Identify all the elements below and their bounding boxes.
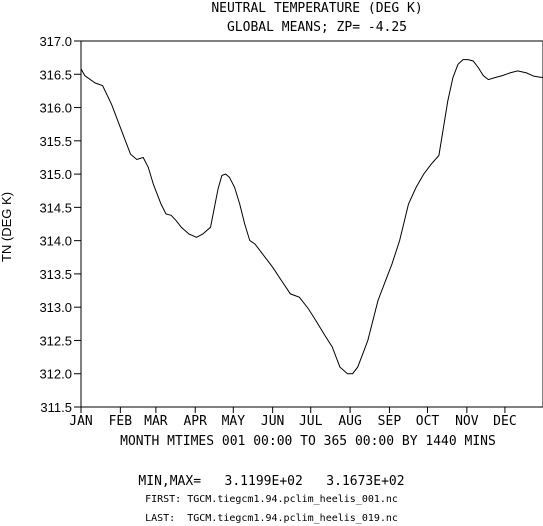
y-tick-label: 315.0 <box>39 167 72 182</box>
x-tick-label: AUG <box>338 414 362 429</box>
y-tick-label: 316.5 <box>39 67 72 82</box>
x-tick-label: MAY <box>222 414 246 429</box>
x-tick-label: NOV <box>455 414 479 429</box>
minmax-label: MIN,MAX= <box>138 474 202 489</box>
first-label: FIRST: <box>145 494 182 505</box>
y-tick-label: 315.5 <box>39 134 72 149</box>
chart-title: NEUTRAL TEMPERATURE (DEG K) <box>211 1 422 16</box>
x-tick-label: SEP <box>378 414 402 429</box>
y-tick-label: 312.5 <box>39 333 72 348</box>
x-tick-label: JAN <box>69 414 92 429</box>
chart-subtitle: GLOBAL MEANS; ZP= -4.25 <box>227 20 407 35</box>
y-tick-label: 313.5 <box>39 267 72 282</box>
x-tick-label: MAR <box>144 414 168 429</box>
x-tick-label: APR <box>183 414 207 429</box>
x-tick-label: JUN <box>261 414 284 429</box>
x-tick-label: OCT <box>416 414 440 429</box>
minmax-line: MIN,MAX= 3.1199E+02 3.1673E+02 <box>0 474 543 489</box>
y-tick-label: 312.0 <box>39 367 72 382</box>
last-file-line: LAST: TGCM.tiegcm1.94.pclim_heelis_019.n… <box>0 513 543 524</box>
y-tick-label: 313.0 <box>39 300 72 315</box>
y-tick-label: 316.0 <box>39 101 72 116</box>
first-file-line: FIRST: TGCM.tiegcm1.94.pclim_heelis_001.… <box>0 494 543 505</box>
max-value: 3.1673E+02 <box>326 474 405 489</box>
x-axis-label: MONTH MTIMES 001 00:00 TO 365 00:00 BY 1… <box>120 434 496 449</box>
x-tick-label: JUL <box>299 414 323 429</box>
first-file-name: TGCM.tiegcm1.94.pclim_heelis_001.nc <box>187 494 398 505</box>
x-tick-label: FEB <box>109 414 133 429</box>
y-axis-ticks: 311.5 312.0 312.5 313.0 313.5 314.0 314.5 315.0… <box>39 34 81 415</box>
y-tick-label: 314.0 <box>39 234 72 249</box>
y-tick-label: 311.5 <box>40 400 72 415</box>
plot-frame <box>80 40 543 408</box>
x-axis-ticks: JAN FEB MAR APR MAY JUN JUL AUG SEP OCT NOV DEC <box>69 407 517 429</box>
y-axis-label: TN (DEG K) <box>0 192 14 262</box>
last-file-name: TGCM.tiegcm1.94.pclim_heelis_019.nc <box>187 513 398 524</box>
series-line <box>80 59 543 375</box>
y-tick-label: 317.0 <box>39 34 72 49</box>
last-label: LAST: <box>145 513 176 524</box>
x-tick-label: DEC <box>493 414 516 429</box>
min-value: 3.1199E+02 <box>224 474 303 489</box>
y-tick-label: 314.5 <box>39 200 72 215</box>
